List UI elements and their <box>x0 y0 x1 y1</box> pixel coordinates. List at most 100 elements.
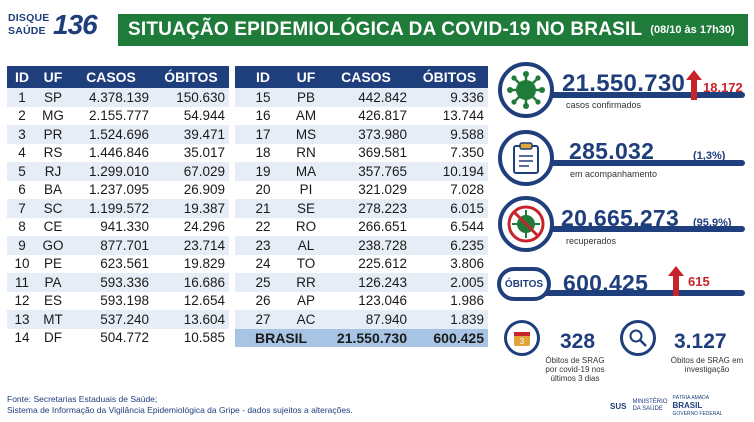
cell-casos: 373.980 <box>321 125 411 144</box>
table-header-row: ID UF CASOS ÓBITOS <box>7 66 229 88</box>
table-row: 19 MA 357.765 10.194 <box>235 162 488 181</box>
cell-uf: AL <box>291 236 321 255</box>
table-row: 18 RN 369.581 7.350 <box>235 143 488 162</box>
total-label: BRASIL <box>235 328 321 347</box>
table-row: 24 TO 225.612 3.806 <box>235 254 488 273</box>
table-row: 9 GO 877.701 23.714 <box>7 236 229 255</box>
table-row: 6 BA 1.237.095 26.909 <box>7 180 229 199</box>
cell-uf: MT <box>37 310 69 329</box>
cell-casos: 225.612 <box>321 254 411 273</box>
divider-bar <box>500 160 745 166</box>
cell-obitos: 67.029 <box>153 162 229 181</box>
cell-uf: PA <box>37 273 69 292</box>
cell-uf: AM <box>291 106 321 125</box>
cell-uf: SE <box>291 199 321 218</box>
cell-casos: 278.223 <box>321 199 411 218</box>
cell-uf: GO <box>37 236 69 255</box>
table-row: 25 RR 126.243 2.005 <box>235 273 488 292</box>
cell-uf: PI <box>291 180 321 199</box>
cell-casos: 1.524.696 <box>69 125 153 144</box>
cell-id: 24 <box>235 254 291 273</box>
table-row: 2 MG 2.155.777 54.944 <box>7 106 229 125</box>
calendar-icon-circle: 3 <box>504 320 540 356</box>
disque-saude-logo: DISQUE SAÚDE 136 <box>8 9 112 42</box>
cell-casos: 941.330 <box>69 217 153 236</box>
col-id: ID <box>235 66 291 88</box>
cell-obitos: 10.585 <box>153 328 229 347</box>
cell-casos: 357.765 <box>321 162 411 181</box>
cell-uf: TO <box>291 254 321 273</box>
cell-obitos: 1.839 <box>411 310 488 329</box>
cell-obitos: 23.714 <box>153 236 229 255</box>
cell-obitos: 7.350 <box>411 143 488 162</box>
footer-line2: Sistema de Informação da Vigilância Epid… <box>7 405 353 415</box>
cell-casos: 4.378.139 <box>69 88 153 107</box>
cell-id: 6 <box>7 180 37 199</box>
cell-uf: PR <box>37 125 69 144</box>
up-arrow-icon <box>668 266 684 296</box>
magnifier-icon <box>629 329 647 347</box>
cell-uf: CE <box>37 217 69 236</box>
cell-id: 18 <box>235 143 291 162</box>
table-row: 12 ES 593.198 12.654 <box>7 291 229 310</box>
cell-id: 2 <box>7 106 37 125</box>
cell-id: 15 <box>235 88 291 107</box>
logo-number: 136 <box>53 9 98 40</box>
cell-obitos: 24.296 <box>153 217 229 236</box>
cell-id: 8 <box>7 217 37 236</box>
virus-icon-circle <box>498 62 554 118</box>
acompanhamento-label: em acompanhamento <box>570 169 658 179</box>
cell-uf: BA <box>37 180 69 199</box>
cell-obitos: 16.686 <box>153 273 229 292</box>
government-logos: SUS MINISTÉRIO DA SAÚDE PÁTRIA AMADA BRA… <box>610 395 746 417</box>
cell-id: 20 <box>235 180 291 199</box>
total-casos: 21.550.730 <box>321 328 411 347</box>
col-uf: UF <box>37 66 69 88</box>
confirmed-delta: 18.172 <box>703 80 743 95</box>
cell-casos: 123.046 <box>321 291 411 310</box>
cell-id: 14 <box>7 328 37 347</box>
acompanhamento-pct: (1,3%) <box>693 150 726 162</box>
table-row: 5 RJ 1.299.010 67.029 <box>7 162 229 181</box>
srag-investigacao-value: 3.127 <box>674 330 727 353</box>
cell-obitos: 54.944 <box>153 106 229 125</box>
logo-line1: DISQUE <box>8 12 50 24</box>
table-row: 14 DF 504.772 10.585 <box>7 328 229 347</box>
table-row: 13 MT 537.240 13.604 <box>7 310 229 329</box>
table-row: 3 PR 1.524.696 39.471 <box>7 125 229 144</box>
states-table-right: ID UF CASOS ÓBITOS 15 PB 442.842 9.336 16 AM 4… <box>235 66 488 347</box>
cell-id: 12 <box>7 291 37 310</box>
table-row: 23 AL 238.728 6.235 <box>235 236 488 255</box>
cell-id: 9 <box>7 236 37 255</box>
table-row: 21 SE 278.223 6.015 <box>235 199 488 218</box>
brasil-logo: PÁTRIA AMADA BRASIL GOVERNO FEDERAL <box>672 395 723 417</box>
cell-casos: 623.561 <box>69 254 153 273</box>
cell-id: 3 <box>7 125 37 144</box>
divider-bar <box>540 290 745 296</box>
cell-obitos: 6.235 <box>411 236 488 255</box>
cell-uf: RR <box>291 273 321 292</box>
search-icon-circle <box>620 320 656 356</box>
cell-obitos: 6.015 <box>411 199 488 218</box>
update-date: (08/10 às 17h30) <box>650 24 735 36</box>
cell-obitos: 2.005 <box>411 273 488 292</box>
cell-id: 26 <box>235 291 291 310</box>
cell-id: 13 <box>7 310 37 329</box>
recuperados-value: 20.665.273 <box>561 205 680 231</box>
cell-casos: 238.728 <box>321 236 411 255</box>
obitos-value: 600.425 <box>563 270 649 296</box>
cell-uf: SC <box>37 199 69 218</box>
col-obitos: ÓBITOS <box>411 66 488 88</box>
cell-id: 21 <box>235 199 291 218</box>
cell-casos: 593.198 <box>69 291 153 310</box>
title-bar: SITUAÇÃO EPIDEMIOLÓGICA DA COVID-19 NO B… <box>118 14 748 46</box>
cell-id: 16 <box>235 106 291 125</box>
col-casos: CASOS <box>321 66 411 88</box>
cell-casos: 369.581 <box>321 143 411 162</box>
cell-casos: 537.240 <box>69 310 153 329</box>
table-row: 10 PE 623.561 19.829 <box>7 254 229 273</box>
cell-id: 27 <box>235 310 291 329</box>
cell-uf: RO <box>291 217 321 236</box>
cell-uf: DF <box>37 328 69 347</box>
cell-id: 7 <box>7 199 37 218</box>
